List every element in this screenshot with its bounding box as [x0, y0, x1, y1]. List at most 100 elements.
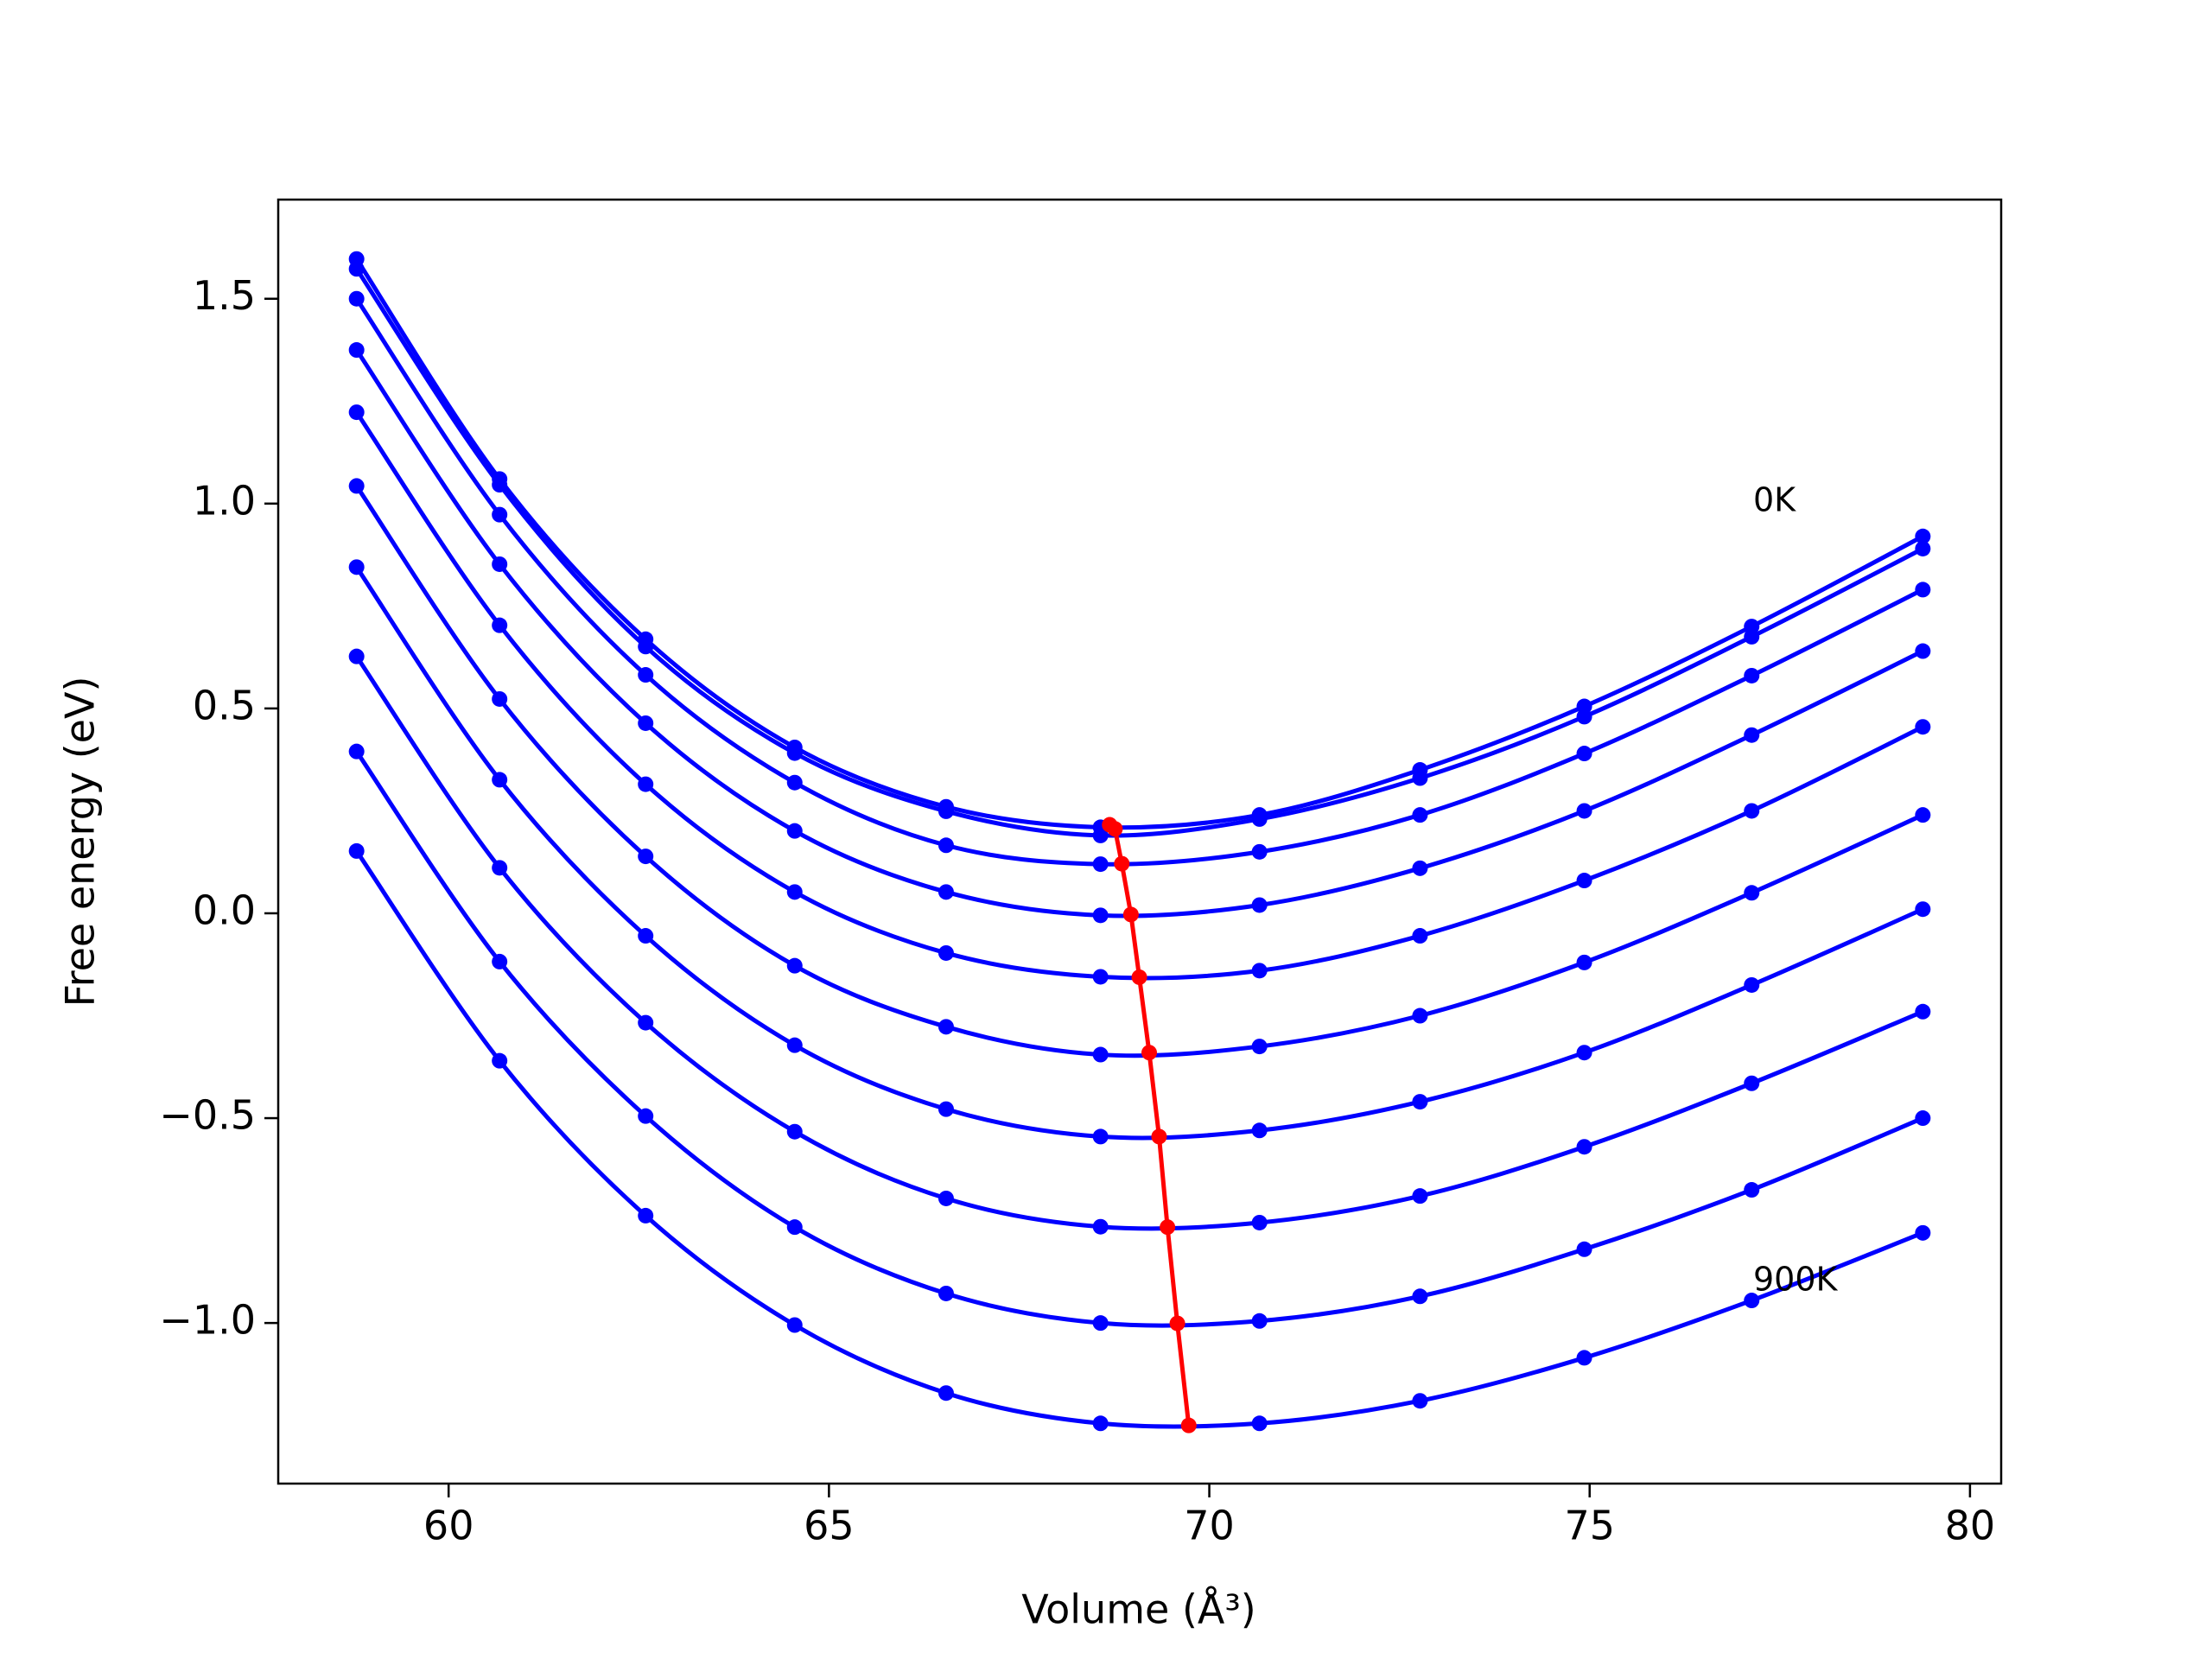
data-point	[1151, 1128, 1167, 1145]
data-point	[1412, 1393, 1428, 1409]
data-point	[348, 478, 365, 494]
data-point	[1092, 856, 1109, 873]
data-point	[786, 1317, 803, 1333]
data-point	[492, 556, 508, 572]
data-point	[786, 957, 803, 974]
data-point	[1576, 1350, 1592, 1366]
data-point	[1744, 976, 1760, 993]
data-point	[1576, 873, 1592, 889]
data-point	[1141, 1045, 1158, 1061]
x-tick-label: 65	[804, 1503, 855, 1549]
series-line	[354, 750, 1924, 1328]
data-point	[938, 1285, 954, 1301]
y-tick-label: −0.5	[159, 1092, 256, 1139]
series-line	[354, 655, 1924, 1231]
data-point	[1744, 1182, 1760, 1198]
data-point	[938, 837, 954, 854]
data-point	[492, 860, 508, 876]
data-point	[1412, 1188, 1428, 1205]
data-point	[348, 342, 365, 359]
data-point	[1412, 1007, 1428, 1024]
data-point	[1915, 540, 1931, 556]
data-point	[938, 1190, 954, 1206]
data-point	[938, 1019, 954, 1035]
data-point	[1915, 1003, 1931, 1020]
data-point	[786, 774, 803, 791]
data-point	[1114, 855, 1130, 872]
data-point	[638, 1207, 654, 1224]
series-line	[354, 565, 1924, 1141]
y-tick-label: 0.5	[193, 682, 256, 728]
data-point	[638, 928, 654, 944]
data-point	[1092, 1218, 1109, 1235]
data-point	[1092, 1046, 1109, 1063]
data-point	[1744, 803, 1760, 819]
data-point	[1251, 1039, 1268, 1055]
data-point	[1251, 1214, 1268, 1230]
series-line	[354, 297, 1924, 867]
series-line	[354, 267, 1924, 838]
x-tick-label: 75	[1564, 1503, 1615, 1549]
x-axis-label: Volume (Å³)	[1021, 1586, 1256, 1633]
data-point	[492, 506, 508, 523]
data-point	[1915, 719, 1931, 735]
data-point	[1092, 969, 1109, 985]
data-point	[638, 667, 654, 683]
data-point	[1412, 928, 1428, 944]
data-point	[1412, 1094, 1428, 1110]
data-point	[1744, 628, 1760, 645]
data-point	[1412, 770, 1428, 786]
data-point	[638, 1108, 654, 1124]
data-point	[638, 776, 654, 792]
data-point	[348, 559, 365, 575]
data-point	[1576, 746, 1592, 762]
data-point	[938, 884, 954, 900]
data-point	[1251, 1122, 1268, 1139]
y-tick-label: −1.0	[159, 1297, 256, 1344]
annotation: 0K	[1753, 481, 1796, 519]
data-point	[1122, 906, 1139, 923]
series-line	[354, 257, 1924, 830]
data-point	[938, 1101, 954, 1117]
data-point	[1180, 1417, 1197, 1433]
data-point	[1744, 1293, 1760, 1309]
x-tick-label: 70	[1184, 1503, 1235, 1549]
data-point	[638, 639, 654, 655]
axes-frame	[276, 198, 2003, 1485]
data-point	[348, 261, 365, 277]
data-point	[1107, 821, 1123, 837]
y-tick-label: 1.5	[193, 272, 256, 319]
annotation: 900K	[1753, 1261, 1839, 1299]
data-point	[938, 944, 954, 961]
data-point	[638, 849, 654, 865]
data-point	[1744, 727, 1760, 743]
data-point	[1915, 528, 1931, 544]
data-point	[1576, 1241, 1592, 1257]
data-point	[1412, 1288, 1428, 1305]
data-point	[938, 1385, 954, 1402]
data-point	[1915, 643, 1931, 659]
data-point	[786, 823, 803, 839]
data-point	[1744, 667, 1760, 683]
data-point	[938, 803, 954, 819]
data-point	[492, 477, 508, 493]
data-point	[348, 743, 365, 760]
series-line	[1108, 823, 1192, 1426]
data-point	[1092, 907, 1109, 924]
data-point	[786, 745, 803, 761]
series-line	[354, 348, 1924, 918]
data-point	[786, 1123, 803, 1140]
data-point	[786, 1037, 803, 1053]
data-point	[348, 842, 365, 859]
data-point	[1576, 1045, 1592, 1061]
data-point	[638, 1014, 654, 1031]
data-point	[492, 772, 508, 788]
x-tick-label: 60	[423, 1503, 474, 1549]
data-point	[638, 715, 654, 731]
y-tick-label: 0.0	[193, 887, 256, 933]
data-point	[1251, 897, 1268, 913]
x-tick-label: 80	[1945, 1503, 1996, 1549]
data-point	[1251, 810, 1268, 827]
data-point	[1092, 827, 1109, 843]
